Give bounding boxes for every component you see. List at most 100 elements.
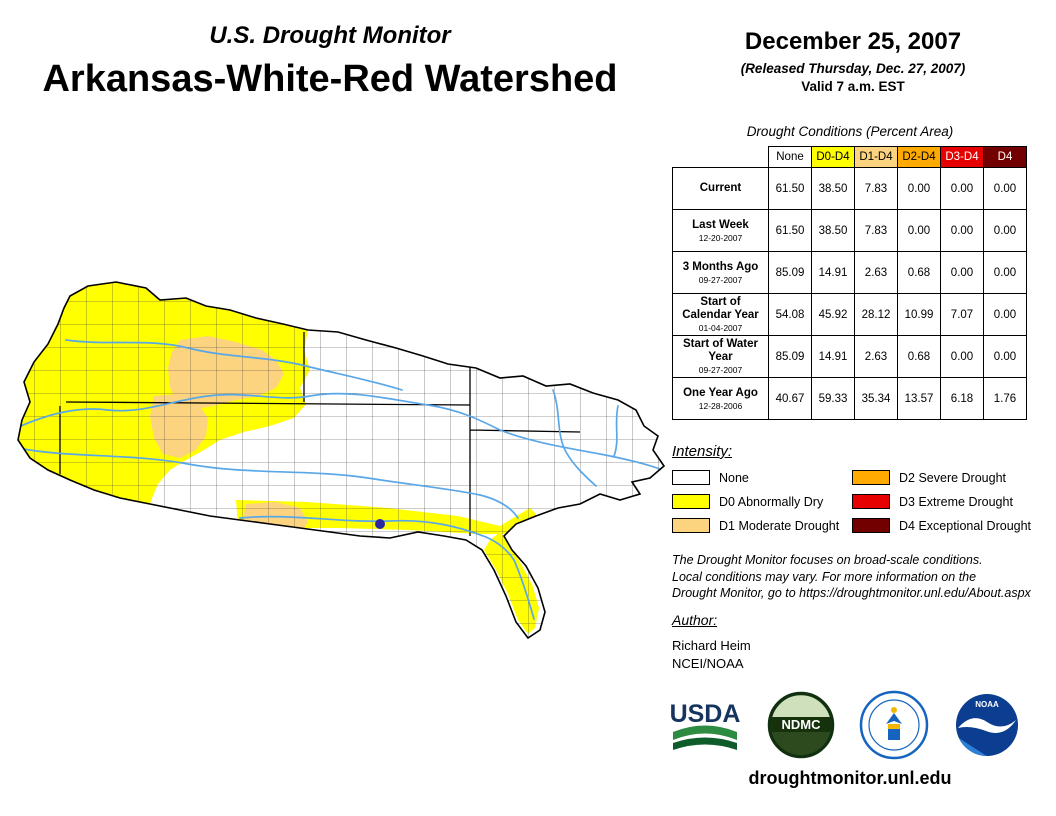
pct-cell: 38.50 [811,167,855,210]
eagle-shape [886,713,903,724]
state-boundaries [59,332,581,536]
legend-swatch-d1 [672,518,710,533]
pct-cell: 0.00 [940,167,984,210]
region-title: Arkansas-White-Red Watershed [42,58,618,100]
pct-cell: 6.18 [940,377,984,420]
col-header-d2: D2-D4 [897,146,941,168]
legend-item-d3: D3 Extreme Drought [852,494,1032,509]
pct-cell: 0.68 [897,335,941,378]
pct-cell: 2.63 [854,335,898,378]
disclaimer-text: The Drought Monitor focuses on broad-sca… [672,553,1031,600]
pct-cell: 0.00 [983,167,1027,210]
pct-cell: 0.00 [897,167,941,210]
pct-cell: 59.33 [811,377,855,420]
ndmc-logo: NDMC [767,691,834,759]
row-label: One Year Ago 12-28-2006 [672,377,769,420]
pct-cell: 2.63 [854,251,898,294]
map-container [8,278,668,655]
pct-cell: 61.50 [768,167,812,210]
legend-item-none: None [672,470,852,485]
pct-cell: 13.57 [897,377,941,420]
table-title: Drought Conditions (Percent Area) [746,124,954,139]
row-label: 3 Months Ago 09-27-2007 [672,251,769,294]
usda-logo-text: USDA [670,700,741,728]
legend-swatch-d2 [852,470,890,485]
pct-cell: 40.67 [768,377,812,420]
pct-cell: 85.09 [768,335,812,378]
pct-cell: 0.00 [983,209,1027,252]
pct-cell: 7.83 [854,209,898,252]
row-label: Start of Water Year 09-27-2007 [672,335,769,378]
pct-cell: 0.00 [983,335,1027,378]
pct-cell: 45.92 [811,293,855,336]
legend-swatch-none [672,470,710,485]
map-date: December 25, 2007 [744,28,962,55]
legend-swatch-d0 [672,494,710,509]
col-header-d4: D4 [983,146,1027,168]
table-row-3-months-ago: 3 Months Ago 09-27-2007 85.09 14.91 2.63 … [672,251,1027,294]
usda-field [673,737,737,750]
col-header-none: None [768,146,812,168]
row-label: Start of Calendar Year 01-04-2007 [672,293,769,336]
pct-cell: 0.00 [983,251,1027,294]
rivers [18,339,661,620]
reservoir-dot [375,519,385,529]
released-date: (Released Thursday, Dec. 27, 2007) [740,61,966,76]
legend-item-d0: D0 Abnormally Dry [672,494,852,509]
table-header-row: None D0-D4 D1-D4 D2-D4 D3-D4 D4 [672,146,1027,168]
pct-cell: 0.00 [983,293,1027,336]
monitor-title: U.S. Drought Monitor [209,22,451,49]
author-org: NCEI/NOAA [672,656,744,671]
pct-cell: 10.99 [897,293,941,336]
table-row-current: Current 61.50 38.50 7.83 0.00 0.00 0.00 [672,167,1027,210]
row-label: Last Week 12-20-2007 [672,209,769,252]
title-block: U.S. Drought Monitor Arkansas-White-Red … [0,22,660,101]
legend-title: Intensity: [672,443,733,460]
legend-swatch-d4 [852,518,890,533]
table-row-last-week: Last Week 12-20-2007 61.50 38.50 7.83 0.0… [672,209,1027,252]
col-header-d0: D0-D4 [811,146,855,168]
intensity-legend: Intensity: None D0 Abnormally Dry D1 Mod… [672,443,1038,542]
pct-cell: 0.68 [897,251,941,294]
table-row-start-water-year: Start of Water Year 09-27-2007 85.09 14.9… [672,335,1027,378]
pct-cell: 14.91 [811,251,855,294]
watershed-outline [17,281,666,640]
footer-url: droughtmonitor.unl.edu [748,768,952,788]
valid-time: Valid 7 a.m. EST [801,79,905,94]
pct-cell: 7.83 [854,167,898,210]
noaa-logo: NOAA [955,694,1018,756]
seagull-shape [957,718,1016,733]
pct-cell: 85.09 [768,251,812,294]
pct-cell: 0.00 [940,335,984,378]
legend-swatch-d3 [852,494,890,509]
author-heading: Author: [672,612,718,628]
pct-cell: 1.76 [983,377,1027,420]
noaa-logo-text: NOAA [975,700,999,709]
legend-item-d2: D2 Severe Drought [852,470,1032,485]
table-corner-cell [672,146,769,168]
legend-item-d1: D1 Moderate Drought [672,518,852,533]
author-name: Richard Heim [672,638,751,653]
agency-logos: USDA NDMC [668,690,1020,760]
row-label: Current [672,167,769,210]
drought-map [17,281,666,640]
pct-cell: 7.07 [940,293,984,336]
col-header-d3: D3-D4 [940,146,984,168]
col-header-d1: D1-D4 [854,146,898,168]
pct-cell: 0.00 [897,209,941,252]
pct-cell: 28.12 [854,293,898,336]
commerce-logo [860,690,929,760]
usda-swoosh [673,725,737,740]
date-block: December 25, 2007 (Released Thursday, De… [688,28,1018,94]
table-row-one-year-ago: One Year Ago 12-28-2006 40.67 59.33 35.34… [672,377,1027,420]
pct-cell: 61.50 [768,209,812,252]
county-grid [18,282,664,638]
table-row-start-calendar-year: Start of Calendar Year 01-04-2007 54.08 4… [672,293,1027,336]
usda-logo: USDA [670,700,741,750]
pct-cell: 54.08 [768,293,812,336]
pct-cell: 0.00 [940,209,984,252]
legend-item-d4: D4 Exceptional Drought [852,518,1032,533]
pct-cell: 35.34 [854,377,898,420]
pct-cell: 14.91 [811,335,855,378]
author-block: Author: Richard Heim NCEI/NOAA [672,612,751,673]
